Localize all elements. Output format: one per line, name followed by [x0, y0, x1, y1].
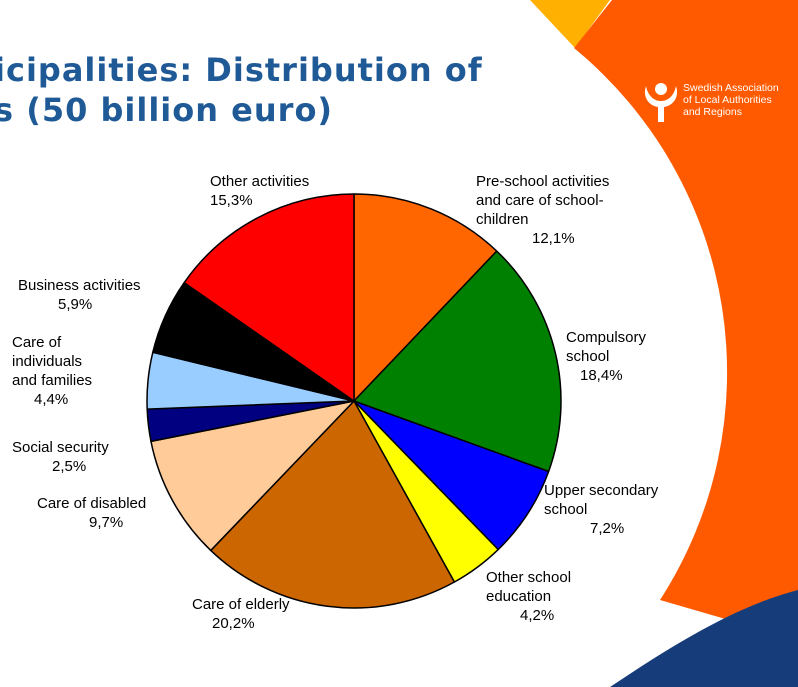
slice-value-label: 9,7% — [37, 513, 146, 532]
slice-label-line: Other school — [486, 568, 571, 587]
slice-label-line: Compulsory — [566, 328, 646, 347]
slice-value-label: 15,3% — [210, 191, 309, 210]
slice-label-line: and care of school- — [476, 191, 609, 210]
slice-label-other-activities: Other activities 15,3% — [210, 172, 309, 210]
slice-label-line: Upper secondary — [544, 481, 658, 500]
slice-label-elderly: Care of elderly 20,2% — [192, 595, 290, 633]
slice-label-disabled: Care of disabled 9,7% — [37, 494, 146, 532]
slice-label-preschool: Pre-school activities and care of school… — [476, 172, 609, 248]
slice-label-upper-secondary: Upper secondary school 7,2% — [544, 481, 658, 538]
slice-label-business: Business activities 5,9% — [18, 276, 141, 314]
slice-label-line: Business activities — [18, 276, 141, 295]
slice-label-line: Pre-school activities — [476, 172, 609, 191]
slice-label-line: school — [566, 347, 646, 366]
slice-value-label: 12,1% — [476, 229, 609, 248]
slice-value-label: 4,2% — [486, 606, 571, 625]
slice-label-line: Care of disabled — [37, 494, 146, 513]
slice-label-individuals-families: Care of individuals and families 4,4% — [12, 333, 92, 409]
slice-label-compulsory: Compulsory school 18,4% — [566, 328, 646, 385]
slice-value-label: 20,2% — [192, 614, 290, 633]
slice-value-label: 4,4% — [12, 390, 92, 409]
slice-label-other-school: Other school education 4,2% — [486, 568, 571, 625]
slice-label-line: and families — [12, 371, 92, 390]
slice-label-social-security: Social security 2,5% — [12, 438, 109, 476]
slice-value-label: 2,5% — [12, 457, 109, 476]
slice-value-label: 18,4% — [566, 366, 646, 385]
slice-value-label: 7,2% — [544, 519, 658, 538]
slice-value-label: 5,9% — [18, 295, 141, 314]
slice-label-line: children — [476, 210, 609, 229]
slice-label-line: Care of elderly — [192, 595, 290, 614]
slice-label-line: Other activities — [210, 172, 309, 191]
slice-label-line: school — [544, 500, 658, 519]
slice-label-line: Care of — [12, 333, 92, 352]
slice-label-line: Social security — [12, 438, 109, 457]
slice-label-line: education — [486, 587, 571, 606]
slice-label-line: individuals — [12, 352, 92, 371]
